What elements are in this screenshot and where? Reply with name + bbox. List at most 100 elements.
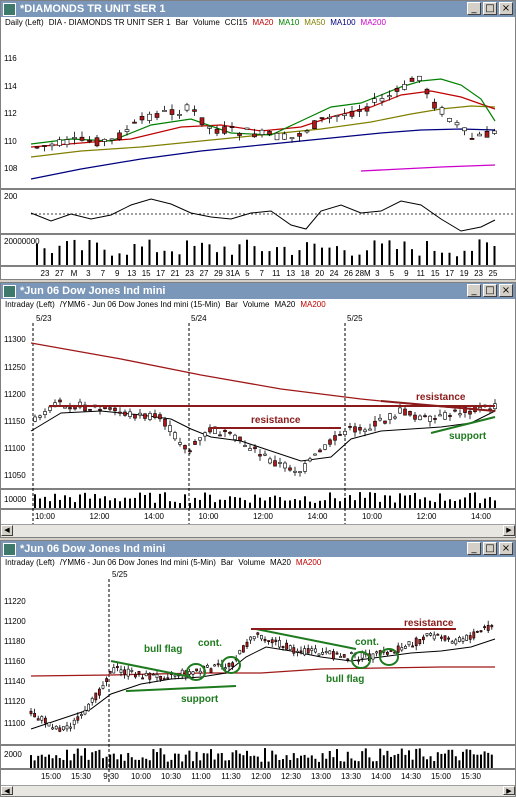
close-button[interactable]: ×	[499, 2, 513, 15]
volume-bar	[59, 499, 61, 508]
window-titlebar[interactable]: *DIAMONDS TR UNIT SER 1 _ □ ×	[1, 1, 515, 17]
volume-bar	[479, 503, 481, 508]
volume-bar	[76, 748, 79, 768]
candle	[432, 634, 436, 640]
candle	[281, 646, 285, 648]
volume-bar	[220, 753, 223, 768]
scroll-left-arrow[interactable]: ◀	[1, 786, 13, 795]
candle	[293, 470, 297, 473]
volume-bar	[334, 498, 336, 508]
volume-bar	[141, 757, 144, 768]
x-tick-label: M	[71, 269, 78, 278]
15min-chart-window: *Jun 06 Dow Jones Ind mini _ □ × Intrada…	[0, 282, 516, 538]
volume-bar	[294, 499, 296, 508]
volume-bar	[418, 255, 421, 265]
volume-bar	[458, 760, 461, 768]
candle	[468, 635, 472, 640]
volume-bar	[449, 499, 451, 508]
candle	[475, 630, 479, 633]
x-tick-label: 31A	[226, 269, 241, 278]
daily-chart[interactable]: 116 114 112 110 108 200 20000000 23 27 M 3 7…	[1, 29, 515, 279]
candle	[38, 415, 42, 418]
minimize-button[interactable]: _	[467, 2, 481, 15]
bull-flag-label: bull flag	[326, 674, 364, 685]
candle	[492, 130, 497, 134]
volume-bar	[409, 495, 411, 508]
candle	[108, 407, 112, 410]
candle	[208, 427, 212, 433]
candle	[158, 414, 162, 420]
candle	[373, 420, 377, 427]
minimize-button[interactable]: _	[467, 284, 481, 297]
x-tick-label: 27	[55, 269, 64, 278]
maximize-button[interactable]: □	[483, 542, 497, 555]
volume-bar	[310, 755, 313, 768]
volume-bar	[171, 251, 173, 265]
candle	[229, 126, 235, 128]
maximize-button[interactable]: □	[483, 284, 497, 297]
15min-x-axis: 10:00 12:00 14:00 10:00 12:00 14:00 10:00 12:00…	[35, 512, 492, 521]
session-date: 5/24	[191, 314, 207, 323]
candle	[484, 130, 490, 138]
legend-item: Volume	[238, 558, 266, 567]
candle	[244, 127, 250, 130]
volume-bar	[138, 759, 140, 768]
volume-bar	[148, 239, 151, 265]
legend-item: MA200	[360, 18, 386, 27]
volume-bar	[296, 758, 299, 768]
candle	[396, 645, 400, 653]
y-tick-label: 11150	[4, 417, 26, 426]
candle	[364, 106, 370, 112]
candle	[383, 420, 387, 424]
candle	[371, 653, 375, 660]
volume-bar	[384, 495, 386, 508]
volume-bar	[253, 755, 256, 768]
volume-bar	[44, 496, 46, 508]
volume-bar	[364, 497, 366, 508]
volume-bar	[55, 755, 58, 768]
candle	[243, 445, 247, 447]
volume-bar	[105, 756, 108, 768]
horizontal-scrollbar[interactable]: ◀ ▶	[1, 524, 515, 537]
volume-bar	[419, 499, 421, 508]
horizontal-scrollbar[interactable]: ◀ ▶	[1, 785, 515, 796]
continuation-circle	[351, 651, 371, 669]
close-button[interactable]: ×	[499, 284, 513, 297]
15min-chart[interactable]: 5/23 5/24 5/25 11300 11250 11200 11150 1…	[1, 311, 515, 525]
maximize-button[interactable]: □	[483, 2, 497, 15]
window-titlebar[interactable]: *Jun 06 Dow Jones Ind mini _ □ ×	[1, 283, 515, 299]
volume-bar	[451, 749, 454, 768]
volume-bar	[189, 502, 191, 508]
volume-bar	[476, 754, 479, 768]
scroll-right-arrow[interactable]: ▶	[503, 525, 515, 536]
minimize-button[interactable]: _	[467, 542, 481, 555]
candle	[222, 126, 227, 134]
volume-bar	[480, 754, 482, 768]
volume-bar	[366, 250, 368, 265]
legend-item: MA20	[270, 558, 291, 567]
candle	[47, 722, 51, 727]
resistance-label: resistance	[416, 392, 466, 403]
volume-bar	[179, 503, 181, 508]
candle	[163, 418, 167, 427]
volume-bar	[69, 497, 71, 508]
x-tick-label: 13	[286, 269, 295, 278]
candle	[206, 664, 209, 668]
scroll-right-arrow[interactable]: ▶	[503, 786, 515, 795]
5min-chart[interactable]: 5/25 11220 11200 11180 11160 11140 11120…	[1, 569, 515, 784]
candle	[285, 642, 289, 650]
resistance-label: resistance	[251, 415, 301, 426]
legend-item: MA20	[274, 300, 296, 309]
x-tick-label: 12:00	[416, 512, 437, 521]
candle	[357, 659, 361, 662]
close-button[interactable]: ×	[499, 542, 513, 555]
x-tick-label: 13	[127, 269, 136, 278]
volume-bar	[139, 492, 141, 508]
candle	[64, 139, 70, 145]
volume-bar	[444, 753, 446, 768]
15min-candles	[33, 397, 497, 477]
window-titlebar[interactable]: *Jun 06 Dow Jones Ind mini _ □ ×	[1, 541, 515, 557]
scroll-left-arrow[interactable]: ◀	[1, 525, 13, 536]
x-tick-label: 12:30	[281, 772, 302, 781]
candle	[299, 650, 303, 653]
